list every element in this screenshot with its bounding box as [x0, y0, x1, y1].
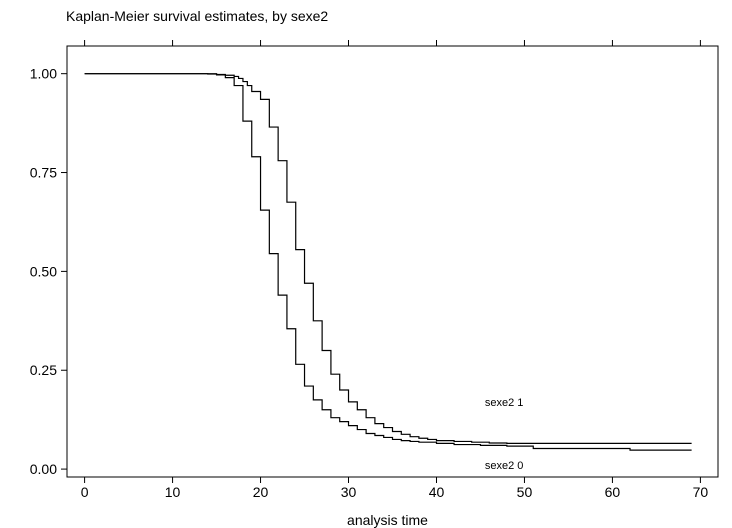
y-tick-label: 0.50: [30, 263, 57, 279]
plot-frame: [67, 46, 718, 477]
survival-curve-2: [85, 74, 692, 450]
x-tick-label: 50: [517, 484, 533, 500]
x-tick-label: 0: [81, 484, 89, 500]
y-tick-label: 1.00: [30, 66, 57, 82]
x-tick-label: 30: [341, 484, 357, 500]
x-tick-label: 70: [693, 484, 709, 500]
curve-labels: sexe2 1 sexe2 0: [485, 397, 524, 472]
survival-curve-1: [85, 74, 692, 444]
y-tick-label: 0.25: [30, 362, 57, 378]
y-axis: 0.00 0.25 0.50 0.75 1.00: [30, 66, 67, 477]
chart-title: Kaplan-Meier survival estimates, by sexe…: [66, 8, 328, 24]
survival-curves: [85, 74, 692, 450]
x-tick-label: 10: [165, 484, 181, 500]
x-tick-label: 40: [429, 484, 445, 500]
curve-label-2: sexe2 0: [485, 460, 524, 472]
x-axis-label: analysis time: [347, 512, 428, 528]
y-tick-label: 0.75: [30, 165, 57, 181]
y-tick-label: 0.00: [30, 461, 57, 477]
x-tick-label: 20: [253, 484, 269, 500]
x-tick-label: 60: [605, 484, 621, 500]
curve-label-1: sexe2 1: [485, 397, 524, 409]
